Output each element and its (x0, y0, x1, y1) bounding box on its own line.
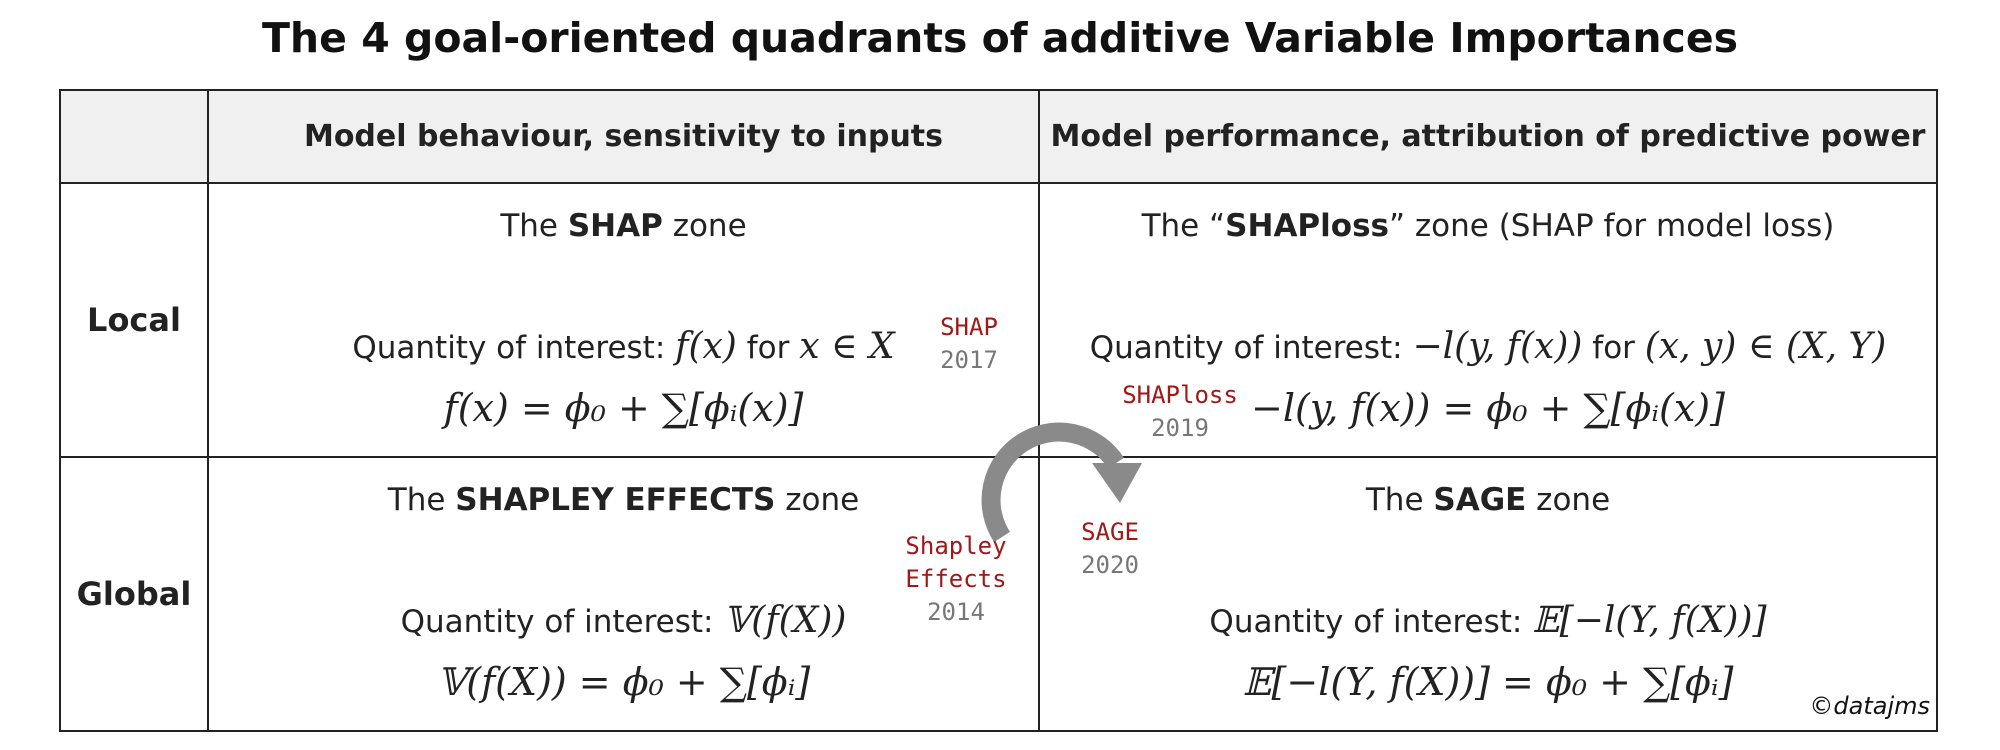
zone-title: The SHAP zone (500, 208, 747, 244)
quantity-of-interest: Quantity of interest: 𝔼[−l(Y, f(X))] (1209, 600, 1767, 641)
copyright-watermark: ©datajms (1809, 692, 1930, 720)
cell-shaploss-zone: The “SHAPloss” zone (SHAP for model loss… (1040, 184, 1936, 456)
method-label-shap: SHAP 2017 (940, 313, 998, 374)
method-label-shaploss: SHAPloss 2019 (1122, 381, 1238, 442)
decomposition-equation: f(x) = ϕ₀ + ∑[ϕᵢ(x)] (443, 386, 804, 430)
cell-shap-zone: The SHAP zone Quantity of interest: f(x)… (209, 184, 1038, 456)
quantity-of-interest: Quantity of interest: 𝕍(f(X)) (400, 600, 847, 641)
decomposition-equation: 𝔼[−l(Y, f(X))] = ϕ₀ + ∑[ϕᵢ] (1242, 660, 1734, 704)
cell-sage-zone: The SAGE zone Quantity of interest: 𝔼[−l… (1040, 458, 1936, 730)
column-divider-middle (1038, 89, 1040, 732)
row-divider-header (60, 182, 1938, 184)
column-divider-rowheads (207, 89, 209, 732)
table-border-right (1936, 89, 1938, 732)
zone-title: The “SHAPloss” zone (SHAP for model loss… (1141, 208, 1835, 244)
method-label-sage: SAGE 2020 (1081, 518, 1139, 579)
column-header-behaviour: Model behaviour, sensitivity to inputs (303, 118, 944, 154)
row-header-local: Local (87, 301, 181, 339)
page-title: The 4 goal-oriented quadrants of additiv… (261, 14, 1739, 62)
table-border-bottom (60, 730, 1938, 732)
zone-title: The SHAPLEY EFFECTS zone (387, 482, 860, 518)
decomposition-equation: 𝕍(f(X)) = ϕ₀ + ∑[ϕᵢ] (436, 660, 811, 704)
header-row-background (60, 90, 1937, 182)
curved-arrow-icon (981, 422, 1142, 543)
quantity-of-interest: Quantity of interest: −l(y, f(x)) for (x… (1089, 326, 1887, 367)
cell-shapley-effects-zone: The SHAPLEY EFFECTS zone Quantity of int… (209, 458, 1038, 730)
quantity-of-interest: Quantity of interest: f(x) for x ∈ X (352, 326, 895, 367)
row-header-global: Global (76, 575, 192, 613)
zone-title: The SAGE zone (1365, 482, 1611, 518)
method-label-shapley-effects: Shapley Effects 2014 (905, 532, 1007, 626)
table-border-left (59, 89, 61, 732)
decomposition-equation: −l(y, f(x)) = ϕ₀ + ∑[ϕᵢ(x)] (1251, 386, 1725, 430)
column-header-performance: Model performance, attribution of predic… (1050, 118, 1926, 154)
table-border-top (60, 89, 1938, 91)
